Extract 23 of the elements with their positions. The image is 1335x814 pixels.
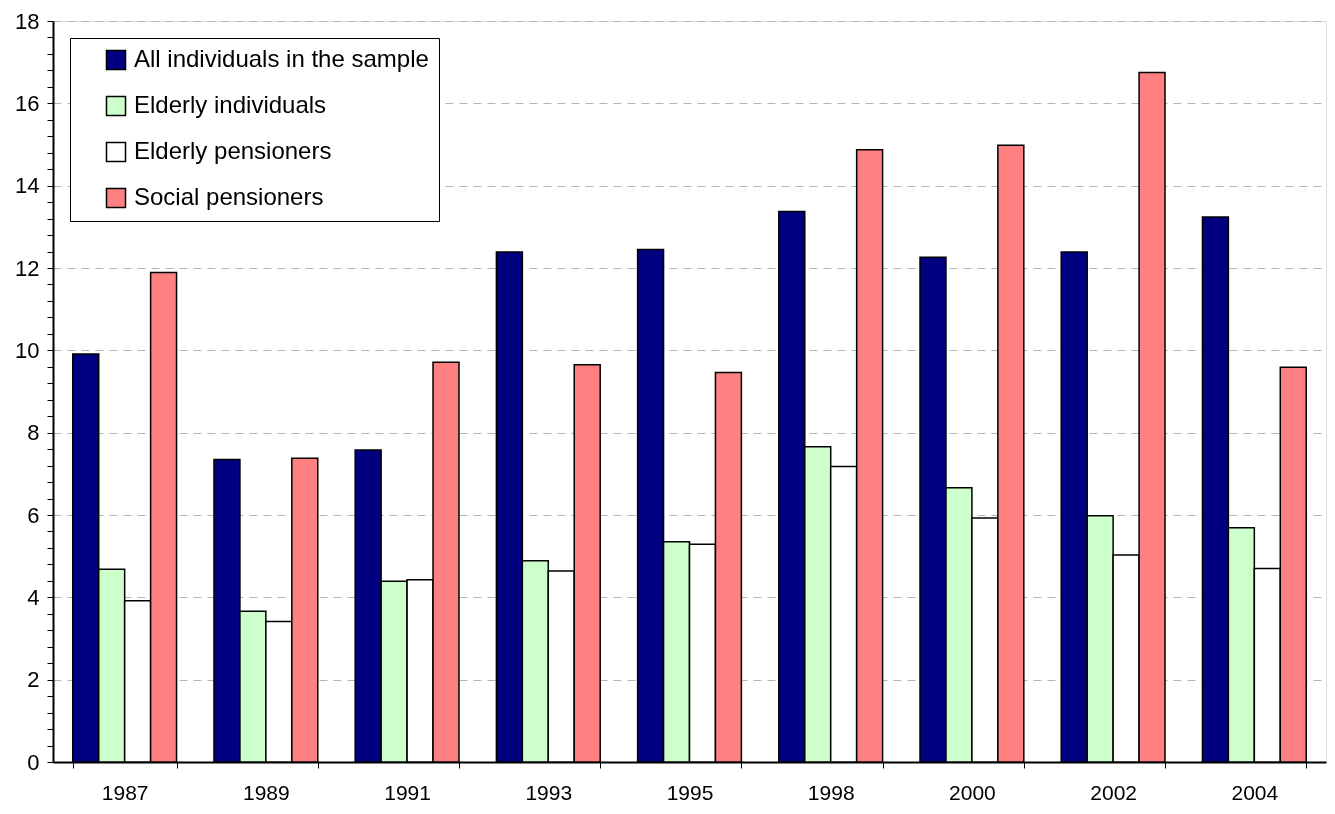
y-tick-label: 16 (15, 90, 40, 116)
x-tick-label: 1989 (243, 780, 290, 804)
legend-label: All individuals in the sample (134, 45, 429, 72)
y-tick-label: 10 (15, 337, 40, 363)
y-tick-label: 2 (27, 667, 40, 693)
y-tick-label: 12 (15, 255, 40, 281)
x-tick-label: 1993 (525, 780, 573, 804)
y-tick-label: 8 (27, 420, 40, 446)
legend-label: Elderly pensioners (134, 137, 332, 164)
legend-label: Elderly individuals (134, 91, 327, 118)
x-tick-label: 1991 (384, 780, 431, 804)
legend-label: Social pensioners (134, 183, 324, 210)
y-tick-label: 18 (15, 8, 40, 34)
y-tick-label: 0 (27, 749, 40, 775)
x-tick-label: 1998 (807, 780, 855, 804)
y-tick-label: 14 (15, 173, 40, 199)
y-tick-label: 6 (27, 502, 40, 528)
x-tick-label: 2000 (949, 780, 996, 804)
x-tick-label: 2004 (1231, 780, 1279, 804)
x-tick-label: 1987 (101, 780, 149, 804)
x-tick-label: 1995 (666, 780, 714, 804)
y-tick-label: 4 (27, 584, 40, 610)
x-tick-label: 2002 (1090, 780, 1137, 804)
